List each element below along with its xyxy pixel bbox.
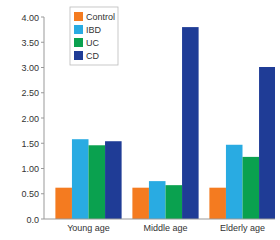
x-tick-label: Young age bbox=[67, 223, 110, 233]
y-tick-label: 0.0 bbox=[26, 215, 39, 225]
legend-box bbox=[70, 7, 118, 65]
bar bbox=[72, 139, 89, 219]
bar bbox=[55, 188, 72, 219]
y-tick-label: 4.00 bbox=[21, 13, 39, 23]
bars bbox=[55, 27, 275, 219]
y-tick-label: 3.50 bbox=[21, 38, 39, 48]
y-tick-label: 0.50 bbox=[21, 189, 39, 199]
legend-label: IBD bbox=[86, 25, 102, 35]
y-tick-label: 2.00 bbox=[21, 114, 39, 124]
legend-label: CD bbox=[86, 51, 99, 61]
x-tick-label: Middle age bbox=[143, 223, 187, 233]
x-tick-label: Elderly age bbox=[220, 223, 265, 233]
bar bbox=[166, 185, 183, 219]
bar bbox=[243, 157, 260, 219]
bar bbox=[149, 181, 166, 219]
legend-swatch bbox=[74, 12, 83, 21]
chart-container: 0.0 0.50 1.00 1.50 2.00 2.50 3.00 3.50 4.00 Young… bbox=[0, 0, 280, 240]
legend-label: Control bbox=[86, 12, 115, 22]
bar bbox=[209, 188, 226, 219]
bar bbox=[182, 27, 199, 219]
y-axis bbox=[44, 17, 45, 219]
x-axis bbox=[44, 219, 275, 220]
bar bbox=[105, 141, 122, 219]
bar bbox=[226, 145, 243, 219]
y-tick-label: 1.00 bbox=[21, 164, 39, 174]
legend-swatch bbox=[74, 38, 83, 47]
y-tick-label: 2.50 bbox=[21, 88, 39, 98]
y-tick-label: 1.50 bbox=[21, 139, 39, 149]
bar bbox=[132, 188, 149, 219]
legend-label: UC bbox=[86, 38, 99, 48]
y-tick-label: 3.00 bbox=[21, 63, 39, 73]
chart-svg: 0.0 0.50 1.00 1.50 2.00 2.50 3.00 3.50 4.00 Young… bbox=[0, 0, 280, 240]
bar bbox=[259, 67, 275, 219]
bar bbox=[89, 145, 106, 219]
legend-swatch bbox=[74, 25, 83, 34]
legend-swatch bbox=[74, 51, 83, 60]
